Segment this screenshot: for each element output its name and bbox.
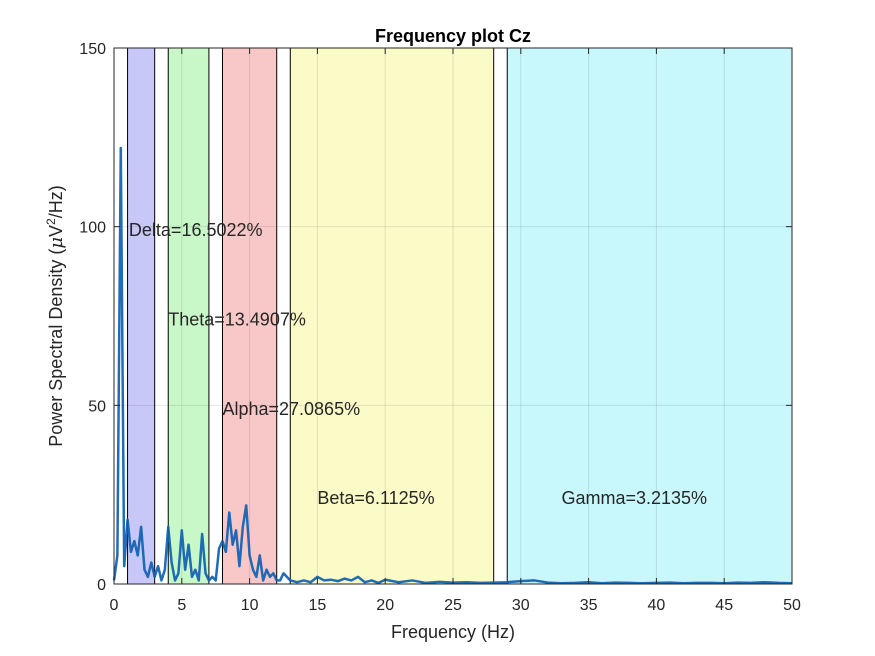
band-beta <box>289 47 495 585</box>
bands-layer <box>127 47 793 585</box>
band-label-gamma: Gamma=3.2135% <box>561 488 707 508</box>
y-tick-label: 150 <box>79 41 106 58</box>
y-axis-title-suffix: /Hz) <box>46 185 66 218</box>
band-alpha <box>221 47 278 585</box>
y-tick-label: 0 <box>97 577 106 594</box>
band-label-delta: Delta=16.5022% <box>129 220 263 240</box>
x-tick-label: 50 <box>783 597 801 614</box>
series-layer <box>112 146 793 585</box>
y-tick-label: 100 <box>79 220 106 237</box>
y-axis-title-exponent: 2 <box>44 218 58 225</box>
x-tick-label: 10 <box>241 597 259 614</box>
band-label-alpha: Alpha=27.0865% <box>222 399 360 419</box>
x-tick-label: 35 <box>580 597 598 614</box>
band-label-theta: Theta=13.4907% <box>168 310 306 330</box>
band-delta <box>127 47 156 585</box>
x-tick-label: 45 <box>715 597 733 614</box>
x-tick-label: 5 <box>177 597 186 614</box>
ticks-layer: 0 5 10 15 20 25 30 35 40 45 50 0 50 100 150 <box>79 41 801 614</box>
chart-title: Frequency plot Cz <box>375 26 531 46</box>
y-tick-label: 50 <box>88 398 106 415</box>
grid-layer <box>114 48 792 584</box>
y-axis-title-mu: μ <box>46 237 67 249</box>
x-tick-label: 25 <box>444 597 462 614</box>
y-axis-title-unit: V <box>46 225 66 237</box>
x-tick-label: 20 <box>376 597 394 614</box>
x-tick-label: 15 <box>309 597 327 614</box>
x-tick-label: 30 <box>512 597 530 614</box>
psd-series-line <box>112 146 793 585</box>
x-tick-label: 40 <box>648 597 666 614</box>
y-axis-title: Power Spectral Density (μV2/Hz) <box>44 185 67 446</box>
x-axis-title: Frequency (Hz) <box>391 622 515 642</box>
band-label-beta: Beta=6.1125% <box>317 488 434 508</box>
x-tick-label: 0 <box>110 597 119 614</box>
y-axis-title-prefix: Power Spectral Density ( <box>46 249 66 447</box>
band-labels-layer: Delta=16.5022% Theta=13.4907% Alpha=27.086… <box>129 220 707 508</box>
